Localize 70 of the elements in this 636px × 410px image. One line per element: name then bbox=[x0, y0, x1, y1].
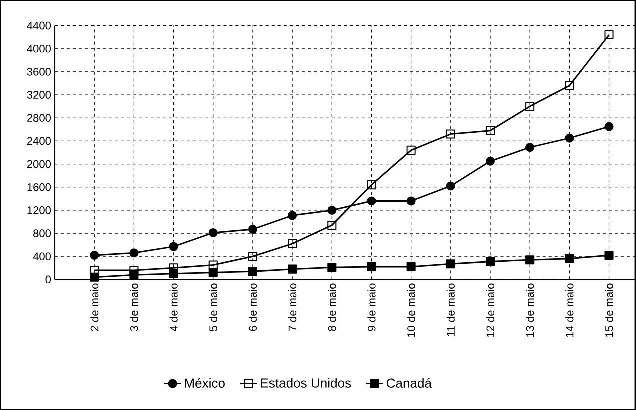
point bbox=[367, 180, 376, 190]
point bbox=[90, 272, 100, 282]
point bbox=[248, 266, 258, 276]
point bbox=[367, 196, 376, 206]
point bbox=[526, 255, 535, 264]
point bbox=[328, 220, 337, 230]
point bbox=[486, 156, 496, 166]
x-tick-label: 10 de maio bbox=[407, 284, 416, 337]
point bbox=[604, 122, 614, 132]
point bbox=[130, 270, 139, 280]
point bbox=[288, 210, 298, 220]
point bbox=[486, 257, 496, 266]
y-tick-label: 2000 bbox=[27, 160, 52, 168]
y-tick-label: 1600 bbox=[28, 183, 52, 192]
point bbox=[526, 142, 535, 152]
x-tick-label: 8 de maio bbox=[328, 284, 336, 332]
point bbox=[169, 242, 178, 252]
point bbox=[604, 250, 614, 260]
point bbox=[526, 102, 535, 111]
x-tick-label: 12 de maio bbox=[486, 284, 495, 337]
point bbox=[328, 262, 337, 272]
point bbox=[446, 182, 456, 191]
point bbox=[406, 262, 416, 272]
point bbox=[565, 81, 574, 90]
point bbox=[130, 248, 139, 258]
legend-label: México bbox=[185, 378, 225, 388]
y-tick-label: 800 bbox=[34, 230, 52, 238]
x-tick-label: 2 de maio bbox=[90, 284, 99, 332]
point bbox=[208, 268, 218, 278]
y-tick-label: 2800 bbox=[27, 114, 52, 122]
x-tick-label: 7 de maio bbox=[288, 284, 297, 332]
point bbox=[367, 262, 376, 272]
point bbox=[288, 264, 298, 274]
point bbox=[604, 30, 614, 40]
point bbox=[169, 269, 178, 278]
x-tick-label: 6 de maio bbox=[248, 284, 258, 332]
point bbox=[565, 254, 574, 264]
point bbox=[248, 224, 258, 234]
x-tick-label: 11 de maio bbox=[446, 284, 455, 336]
y-tick-label: 2400 bbox=[27, 137, 52, 145]
point bbox=[288, 239, 298, 248]
point bbox=[565, 134, 574, 143]
y-tick-label: 3600 bbox=[27, 68, 52, 76]
x-tick-label: 9 de maio bbox=[368, 284, 376, 332]
x-tick-label: 3 de maio bbox=[130, 284, 138, 332]
x-tick-label: 14 de maio bbox=[566, 284, 574, 337]
x-tick-label: 13 de maio bbox=[526, 284, 534, 337]
point bbox=[208, 228, 218, 238]
legend-label: Estados Unidos bbox=[261, 378, 352, 388]
point bbox=[328, 206, 337, 215]
x-tick-label: 5 de maio bbox=[209, 284, 218, 332]
point bbox=[90, 266, 100, 275]
point bbox=[248, 252, 258, 261]
y-tick-label: 4400 bbox=[27, 22, 52, 30]
point bbox=[406, 146, 416, 155]
legend-label: Canadá bbox=[386, 378, 432, 388]
point bbox=[208, 260, 218, 270]
x-tick-label: 15 de maio bbox=[605, 284, 614, 337]
point bbox=[406, 196, 416, 206]
point bbox=[90, 250, 100, 260]
y-tick-label: 1200 bbox=[28, 206, 52, 214]
y-tick-label: 4000 bbox=[27, 44, 52, 53]
point bbox=[169, 264, 178, 273]
point bbox=[446, 259, 456, 269]
x-tick-label: 4 de maio bbox=[170, 284, 178, 332]
y-tick-label: 400 bbox=[33, 252, 52, 260]
point bbox=[486, 126, 496, 136]
y-tick-label: 0 bbox=[46, 276, 52, 284]
y-tick-label: 3200 bbox=[27, 91, 52, 99]
point bbox=[446, 130, 456, 139]
